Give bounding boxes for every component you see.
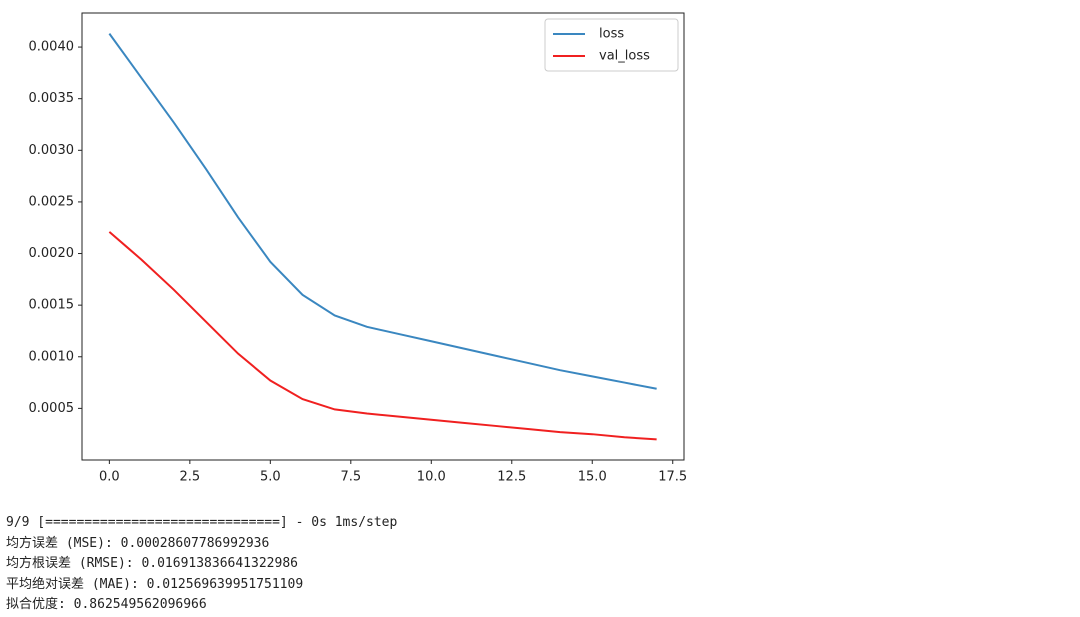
console-line: 9/9 [==============================] - 0… [6, 515, 398, 530]
x-tick-label: 15.0 [578, 470, 607, 485]
y-tick-label: 0.0025 [29, 194, 75, 209]
line-series [108, 33, 657, 390]
x-tick-label: 12.5 [497, 470, 526, 485]
y-tick-label: 0.0015 [29, 298, 75, 313]
x-tick-label: 17.5 [658, 470, 687, 485]
console-output: 9/9 [==============================] - 0… [6, 513, 397, 616]
y-tick-label: 0.0035 [29, 91, 75, 106]
y-tick-label: 0.0010 [29, 349, 75, 364]
x-tick-label: 5.0 [260, 470, 281, 485]
y-tick-label: 0.0005 [29, 401, 75, 416]
chart: 0.00050.00100.00150.00200.00250.00300.00… [29, 12, 687, 485]
line-series [108, 231, 657, 441]
x-tick-label: 2.5 [180, 470, 201, 485]
y-tick-label: 0.0040 [29, 40, 75, 55]
x-tick-label: 10.0 [417, 470, 446, 485]
y-tick-label: 0.0030 [29, 143, 75, 158]
axes-frame [81, 12, 685, 461]
legend-label: val_loss [599, 49, 650, 64]
console-line: 平均绝对误差 (MAE): 0.012569639951751109 [6, 576, 304, 592]
y-tick-label: 0.0020 [29, 246, 75, 261]
x-tick-label: 7.5 [340, 470, 361, 485]
console-line: 拟合优度: 0.862549562096966 [6, 597, 207, 612]
console-line: 均方根误差 (RMSE): 0.016913836641322986 [6, 556, 298, 571]
legend-box [544, 18, 679, 72]
console-line: 均方误差 (MSE): 0.00028607786992936 [6, 535, 270, 551]
x-tick-label: 0.0 [99, 470, 120, 485]
legend-label: loss [599, 27, 624, 42]
